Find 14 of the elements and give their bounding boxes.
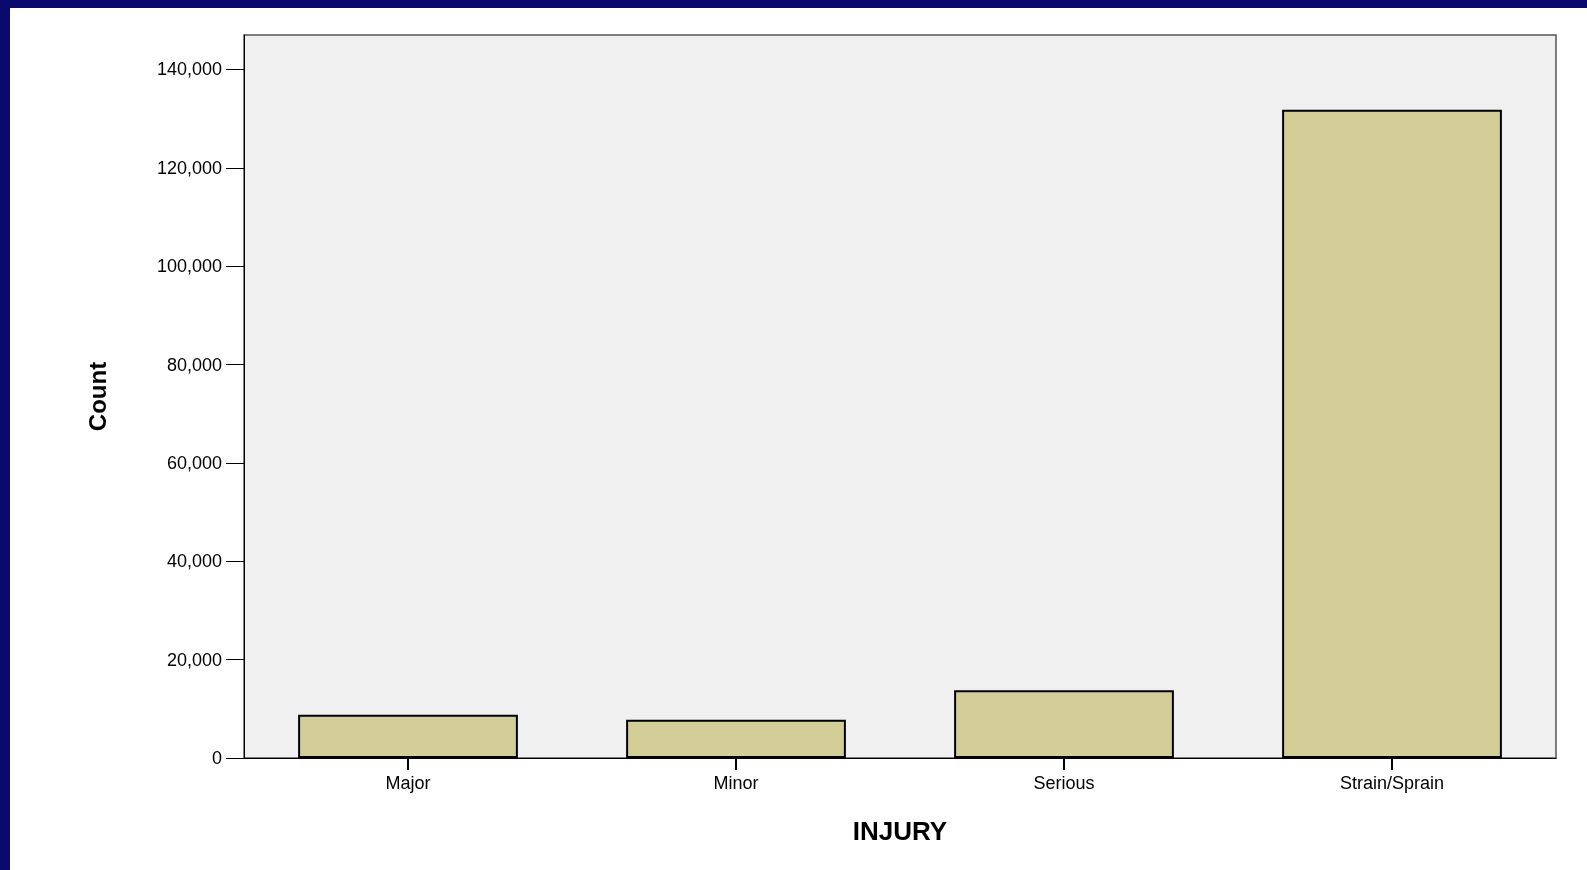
y-tick-label: 120,000 bbox=[156, 157, 222, 178]
y-axis-title: Count bbox=[83, 361, 111, 432]
y-tick-label: 0 bbox=[211, 748, 222, 768]
y-tick-label: 140,000 bbox=[156, 59, 222, 80]
y-tick-label: 60,000 bbox=[166, 452, 222, 473]
y-tick-label: 80,000 bbox=[166, 354, 222, 375]
y-tick-label: 40,000 bbox=[166, 551, 222, 572]
x-axis-title: INJURY bbox=[852, 816, 948, 846]
x-tick-label: Major bbox=[385, 773, 431, 793]
x-tick-label: Serious bbox=[1033, 773, 1095, 793]
x-tick-label: Minor bbox=[713, 773, 759, 793]
y-tick-label: 20,000 bbox=[166, 649, 222, 670]
x-tick-label: Strain/Sprain bbox=[1339, 773, 1445, 793]
y-tick-label: 100,000 bbox=[156, 256, 222, 277]
